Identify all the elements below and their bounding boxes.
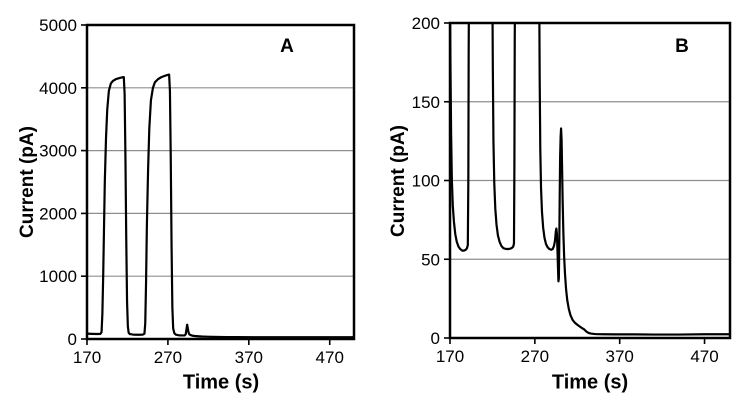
x-tick-label: 470: [316, 348, 344, 367]
y-tick-label: 5000: [39, 16, 77, 35]
panel-b-x-axis-title: Time (s): [551, 371, 629, 394]
y-tick-label: 100: [412, 172, 440, 191]
plot-frame: [448, 21, 732, 340]
panel-a: 0 1000 2000 3000 4000 5000 170 270 370 470: [39, 16, 356, 367]
y-tick-label: 150: [412, 93, 440, 112]
panel-a-y-axis-title: Current (pA): [17, 126, 38, 238]
y-tick-label: 3000: [39, 142, 77, 161]
panel-b-letter: B: [675, 36, 689, 57]
y-tick-label: 50: [421, 250, 440, 269]
panel-a-x-axis-title: Time (s): [182, 371, 260, 394]
panel-a-letter: A: [280, 36, 294, 57]
panel-b: 0 50 100 150 200 170 270 370 470: [412, 14, 732, 366]
y-tick-label: 0: [68, 330, 77, 349]
plot-frame: [85, 23, 356, 341]
x-tick-label: 370: [235, 348, 263, 367]
y-tick-label: 200: [412, 14, 440, 33]
x-tick-label: 170: [73, 348, 101, 367]
x-tick-label: 470: [690, 347, 718, 366]
x-tick-label: 370: [606, 347, 634, 366]
y-tick-label: 2000: [39, 204, 77, 223]
x-tick-label: 270: [521, 347, 549, 366]
current-trace-line: [450, 23, 730, 336]
y-tick-label: 0: [431, 329, 440, 348]
y-tick-label: 1000: [39, 267, 77, 286]
x-tick-label: 170: [436, 347, 464, 366]
panel-b-y-axis-title: Current (pA): [388, 125, 409, 237]
current-trace-line: [87, 73, 354, 339]
y-tick-label: 4000: [39, 79, 77, 98]
x-tick-label: 270: [154, 348, 182, 367]
